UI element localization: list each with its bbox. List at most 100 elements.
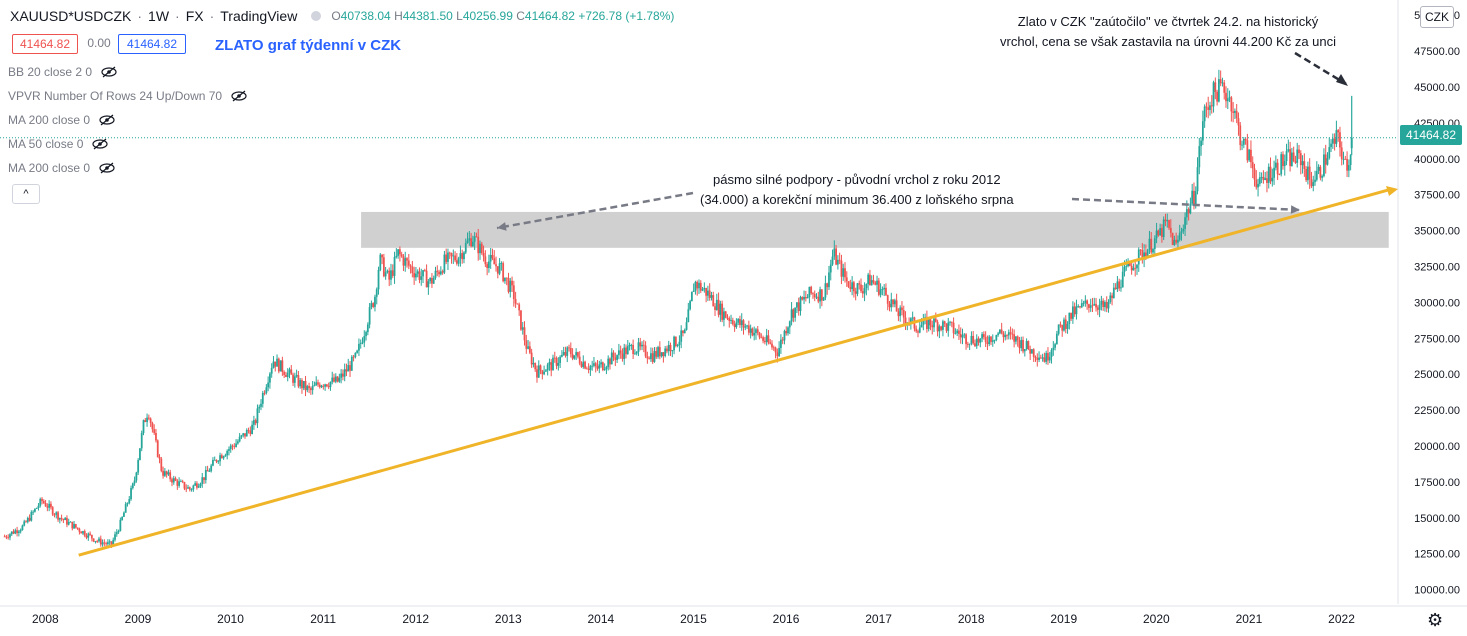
candle-body: [480, 243, 483, 253]
settings-gear-icon[interactable]: ⚙: [1427, 610, 1444, 630]
buy-price-box[interactable]: 41464.82: [118, 34, 186, 54]
candle-body: [1282, 154, 1284, 167]
header-separator: ·: [209, 8, 215, 24]
candle-body: [498, 263, 501, 274]
collapse-legend-button[interactable]: ^: [12, 184, 40, 204]
candle-body: [990, 336, 992, 342]
hidden-eye-icon[interactable]: [98, 162, 116, 174]
candle-body: [1239, 125, 1242, 145]
candle-body: [422, 270, 424, 277]
low-value: 40256.99: [462, 9, 513, 23]
candle-body: [1105, 301, 1108, 309]
candle-body: [527, 346, 529, 349]
candle-body: [149, 418, 152, 423]
candle-body: [744, 326, 747, 328]
candle-body: [614, 357, 617, 360]
indicator-ma50[interactable]: MA 50 close 0: [8, 135, 109, 153]
candle-body: [203, 477, 205, 481]
indicator-ma200-b[interactable]: MA 200 close 0: [8, 159, 116, 177]
candle-body: [349, 365, 351, 371]
candle-body: [309, 388, 312, 391]
hidden-eye-icon[interactable]: [100, 66, 118, 78]
candle-body: [415, 273, 417, 278]
sell-price-box[interactable]: 41464.82: [12, 34, 78, 54]
candle-body: [80, 531, 83, 534]
candle-body: [1200, 140, 1202, 147]
candle-body: [721, 303, 724, 320]
candle-body: [285, 374, 287, 377]
candle-body: [443, 254, 446, 273]
candle-body: [872, 280, 875, 283]
candle-body: [404, 258, 407, 266]
candle-body: [1350, 137, 1353, 149]
candle-body: [735, 322, 738, 328]
hidden-eye-icon[interactable]: [230, 90, 248, 102]
symbol-name[interactable]: XAUUSD*USDCZK: [10, 8, 132, 24]
candle-body: [933, 318, 935, 328]
candle-body: [167, 472, 170, 475]
candle-body: [710, 295, 713, 298]
y-tick-label: 25000.00: [1414, 369, 1460, 381]
candle-body: [51, 507, 54, 515]
indicator-ma200-a[interactable]: MA 200 close 0: [8, 111, 116, 129]
candle-body: [835, 248, 837, 265]
candle-body: [673, 336, 675, 351]
candle-body: [975, 338, 978, 347]
candle-body: [160, 458, 163, 471]
indicator-bb[interactable]: BB 20 close 2 0: [8, 63, 118, 81]
candle-body: [308, 386, 310, 389]
currency-button[interactable]: CZK: [1420, 6, 1454, 28]
candle-body: [142, 420, 145, 433]
candle-body: [1182, 228, 1185, 232]
candle-body: [945, 323, 948, 331]
candle-body: [194, 483, 197, 486]
candle-body: [1269, 166, 1272, 182]
indicator-vpvr[interactable]: VPVR Number Of Rows 24 Up/Down 70: [8, 87, 248, 105]
candle-body: [329, 381, 332, 388]
candle-body: [895, 300, 898, 312]
candle-body: [375, 289, 378, 297]
candle-body: [420, 276, 423, 280]
candle-body: [943, 321, 946, 324]
candle-body: [1189, 203, 1192, 214]
candle-body: [382, 257, 385, 277]
candle-body: [981, 334, 983, 339]
candle-body: [5, 536, 8, 538]
price-axis: [1398, 0, 1467, 636]
candle-body: [1100, 300, 1103, 305]
trendline: [78, 187, 1393, 557]
y-tick-label: 35000.00: [1414, 226, 1460, 238]
candle-body: [724, 311, 727, 318]
hidden-eye-icon[interactable]: [98, 114, 116, 126]
candle-body: [1168, 220, 1170, 228]
candle-body: [509, 280, 512, 292]
candle-body: [158, 456, 161, 459]
candle-body: [251, 424, 254, 434]
candle-body: [366, 324, 369, 333]
interval-label[interactable]: 1W: [148, 8, 170, 24]
candle-body: [343, 369, 346, 377]
candle-body: [19, 530, 22, 532]
candle-body: [797, 302, 800, 312]
candle-body: [1107, 301, 1110, 309]
candle-body: [94, 541, 97, 542]
candle-body: [1013, 334, 1016, 342]
candle-body: [801, 297, 804, 300]
candle-body: [16, 530, 18, 533]
current-price-label: 41464.82: [1400, 125, 1462, 145]
candle-body: [464, 242, 467, 253]
candle-body: [146, 417, 148, 423]
candle-body: [252, 420, 255, 425]
candle-body: [993, 339, 996, 341]
candle-body: [434, 270, 437, 278]
candle-body: [630, 344, 633, 346]
hidden-eye-icon[interactable]: [91, 138, 109, 150]
candle-body: [1292, 152, 1295, 162]
candle-body: [1342, 158, 1345, 160]
candle-body: [270, 367, 273, 374]
candle-body: [1235, 110, 1238, 119]
candle-body: [240, 435, 243, 437]
candle-body: [301, 380, 303, 389]
